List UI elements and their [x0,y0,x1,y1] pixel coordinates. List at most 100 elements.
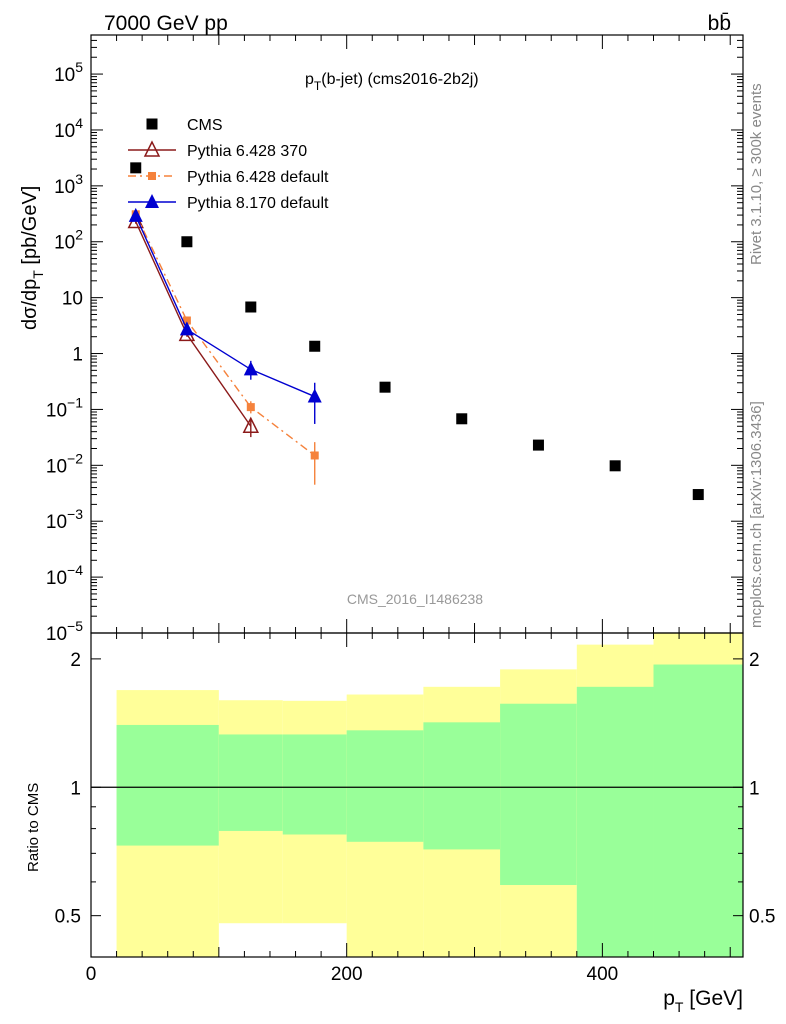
ratio-ytick-label-right: 1 [749,778,760,799]
series-cms [130,162,704,501]
legend-marker [145,194,159,208]
point-cms [532,439,544,451]
point-cms [692,489,704,501]
main-ytick-base: 10 [54,233,75,254]
band-inner-0 [116,724,219,846]
point-cms [456,413,468,425]
legend-label: Pythia 6.428 default [187,169,329,186]
point-py6_default [246,403,255,412]
xtick-label: 400 [587,964,619,985]
band-inner-3 [346,730,424,842]
main-ytick-exp: −2 [67,450,83,466]
legend-item-py6_370: Pythia 6.428 370 [128,140,307,160]
legend-item-py6_default: Pythia 6.428 default [128,169,329,186]
ratio-axes: 0.5 0.5 1 1 2 2 0 200 400 [55,632,775,985]
main-ytick-label: 10−4 [46,562,83,589]
series-py6_default [131,210,319,485]
main-ytick-label: 104 [54,115,83,142]
point-cms [245,301,257,313]
xlabel-sub: T [675,999,684,1015]
mcplots-label: mcplots.cern.ch [arXiv:1306.3436] [748,401,765,628]
band-inner-1 [218,734,283,831]
y-axis-label-top: dσ/dpT [pb/GeV] [19,186,46,330]
series-line-py6_370 [135,221,252,427]
main-frame [90,34,744,634]
point-py6_default [310,451,319,460]
analysis-id-label: CMS_2016_I1486238 [347,591,483,607]
main-ytick-label: 10−1 [46,394,83,421]
main-ytick-base: 1 [72,345,83,366]
plot-title-rest: (b-jet) (cms2016-2b2j) [321,71,478,88]
plot-title-main: p [305,71,314,88]
point-cms [309,340,321,352]
main-ytick-base: 10 [46,456,67,477]
legend-item-py8_default: Pythia 8.170 default [128,194,329,212]
main-ytick-base: 10 [46,512,67,533]
ylabel-top-main: dσ/dp [19,279,41,330]
ratio-ytick-label-left: 2 [70,650,81,671]
legend-label: Pythia 8.170 default [187,195,329,212]
ratio-bands [116,633,743,957]
main-ytick-label: 10 [62,289,83,310]
main-ytick-label: 103 [54,171,83,198]
band-inner-6 [576,686,654,957]
series-layer [127,162,704,501]
point-py8_default [128,207,143,222]
legend-item-cms: CMS [146,117,223,134]
point-py8_default [243,361,258,376]
main-ytick-base: 10 [46,568,67,589]
ylabel-top-sub: T [30,270,46,279]
process-label: bb̄ [708,12,731,35]
point-py8_default [307,388,322,403]
main-ytick-exp: −3 [67,506,83,522]
main-ytick-label: 10−5 [46,618,83,645]
point-cms [130,162,142,174]
xtick-label: 0 [86,964,97,985]
main-ytick-label: 102 [54,227,83,254]
legend-marker [148,172,156,180]
main-ytick-base: 10 [46,400,67,421]
series-line-py8_default [135,215,315,398]
main-ytick-exp: 3 [75,171,83,187]
xlabel-unit: [GeV] [683,987,743,1010]
main-ytick-label: 10−3 [46,506,83,533]
band-inner-2 [282,734,347,835]
main-ytick-exp: −5 [67,618,83,634]
series-py8_default [128,207,322,424]
ylabel-top-unit: [pb/GeV] [19,186,41,271]
main-ytick-exp: −4 [67,562,83,578]
legend-label: CMS [187,117,223,134]
main-ytick-exp: 4 [75,115,83,131]
point-py8_default [179,321,194,336]
legend: CMS Pythia 6.428 370 Pythia 6.428 default P… [128,117,329,212]
main-ytick-label: 10−2 [46,450,83,477]
legend-label: Pythia 6.428 370 [187,143,307,160]
ratio-ytick-label-left: 1 [70,778,81,799]
legend-marker [143,140,161,157]
ratio-ytick-label-right: 0.5 [749,907,775,928]
main-ytick-exp: 2 [75,227,83,243]
energy-label: 7000 GeV pp [104,12,228,35]
xlabel-main: p [663,987,675,1010]
xtick-label: 200 [331,964,363,985]
ratio-ytick-label-left: 0.5 [55,907,81,928]
series-line-py6_default [135,213,316,457]
point-py6_370 [242,416,260,434]
ratio-ytick-label-right: 2 [749,650,760,671]
plot-title-sub: T [314,79,322,93]
main-ytick-label: 105 [54,59,83,86]
main-ytick-exp: −1 [67,394,83,410]
band-inner-7 [653,664,743,957]
main-ytick-base: 10 [54,177,75,198]
band-inner-4 [423,722,501,850]
y-axis-label-bottom: Ratio to CMS [25,783,42,872]
point-py6_default [182,316,191,325]
main-ytick-base: 10 [54,121,75,142]
x-axis-label: pT [GeV] [663,987,743,1015]
point-cms [181,236,193,248]
main-ytick-base: 10 [54,65,75,86]
main-ytick-base: 10 [62,289,83,310]
rivet-label: Rivet 3.1.10, ≥ 300k events [748,83,765,265]
